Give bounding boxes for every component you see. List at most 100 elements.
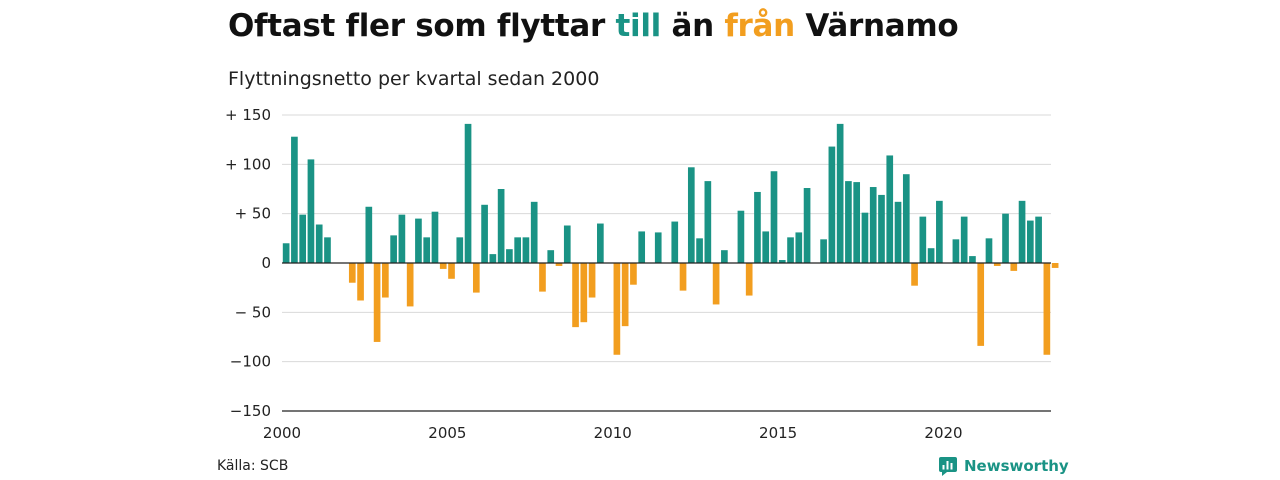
newsworthy-logo: Newsworthy	[938, 456, 1069, 476]
bar	[299, 214, 307, 263]
bar	[382, 263, 389, 298]
x-tick-label: 2005	[428, 424, 466, 442]
bar	[613, 263, 621, 355]
bar	[803, 188, 811, 263]
x-tick-label: 2000	[263, 424, 301, 442]
bar	[911, 263, 918, 286]
bar	[712, 263, 720, 305]
bar	[960, 216, 968, 263]
bar	[894, 201, 902, 263]
title-fran: från	[724, 8, 795, 44]
bar	[307, 159, 315, 263]
bar	[721, 250, 728, 263]
chart-title: Oftast fler som flyttar till än från Vär…	[228, 8, 959, 44]
bar	[423, 237, 431, 263]
bar	[630, 263, 637, 285]
chart-subtitle: Flyttningsnetto per kvartal sedan 2000	[228, 68, 600, 90]
bar	[547, 250, 555, 263]
bar	[481, 204, 488, 263]
bar	[936, 200, 943, 263]
bar	[886, 155, 894, 263]
bar	[902, 174, 910, 263]
bar	[977, 263, 985, 346]
bar	[580, 263, 588, 323]
bar	[406, 263, 414, 307]
bar	[506, 249, 513, 263]
title-till: till	[615, 8, 661, 44]
bar	[365, 206, 373, 263]
bar	[497, 189, 505, 263]
bar	[745, 263, 753, 296]
bar	[679, 263, 687, 291]
bar	[489, 254, 497, 263]
bar	[1026, 220, 1034, 263]
bar	[952, 239, 960, 263]
title-part-3: Värnamo	[794, 8, 959, 44]
bar	[927, 248, 935, 263]
y-tick-label: −100	[230, 353, 271, 371]
bar	[638, 231, 646, 263]
bar	[456, 237, 464, 263]
bar	[820, 239, 827, 263]
bar	[597, 223, 604, 263]
bar	[1043, 263, 1051, 355]
bar	[861, 212, 869, 263]
bar	[836, 123, 844, 263]
bar	[1051, 263, 1059, 268]
bar	[472, 263, 480, 293]
bar	[919, 216, 927, 263]
y-tick-label: + 50	[235, 205, 271, 223]
bar	[778, 260, 786, 263]
bar	[787, 237, 794, 263]
bar	[563, 225, 571, 263]
bar	[704, 181, 712, 263]
bar	[1035, 216, 1042, 263]
bar	[282, 243, 290, 263]
x-tick-label: 2010	[594, 424, 632, 442]
bar	[357, 263, 364, 301]
bar	[448, 263, 455, 279]
brand-name: Newsworthy	[964, 457, 1069, 475]
bar	[687, 167, 695, 263]
bar	[1018, 200, 1026, 263]
y-tick-label: −150	[230, 402, 271, 420]
bar	[431, 211, 439, 263]
bar	[315, 224, 323, 263]
newsworthy-icon	[939, 457, 957, 476]
bar	[828, 146, 836, 263]
bar	[621, 263, 629, 327]
bar	[398, 214, 406, 263]
bar	[993, 263, 1001, 266]
bar	[671, 221, 679, 263]
x-tick-label: 2015	[759, 424, 797, 442]
bar	[348, 263, 356, 283]
bar	[514, 237, 521, 263]
bar	[969, 256, 976, 263]
bar	[853, 182, 861, 263]
bar	[373, 263, 381, 342]
bar	[390, 235, 397, 263]
bar	[572, 263, 579, 328]
y-tick-label: 0	[261, 254, 271, 272]
x-tick-label: 2020	[924, 424, 962, 442]
bar	[588, 263, 596, 298]
y-tick-label: + 150	[225, 106, 271, 124]
title-part-2: än	[660, 8, 725, 44]
bar	[439, 263, 447, 269]
bar	[869, 187, 877, 263]
bar	[530, 201, 538, 263]
bar	[415, 218, 422, 263]
bar	[654, 232, 662, 263]
bar	[985, 238, 993, 263]
bar	[522, 237, 530, 263]
bar	[464, 123, 472, 263]
bar	[845, 181, 852, 263]
bar	[762, 231, 770, 263]
bar	[291, 136, 298, 263]
bar	[1010, 263, 1018, 271]
bar	[324, 237, 331, 263]
bar	[737, 210, 745, 263]
title-part-1: Oftast fler som flyttar	[228, 8, 616, 44]
bar	[1002, 213, 1009, 263]
